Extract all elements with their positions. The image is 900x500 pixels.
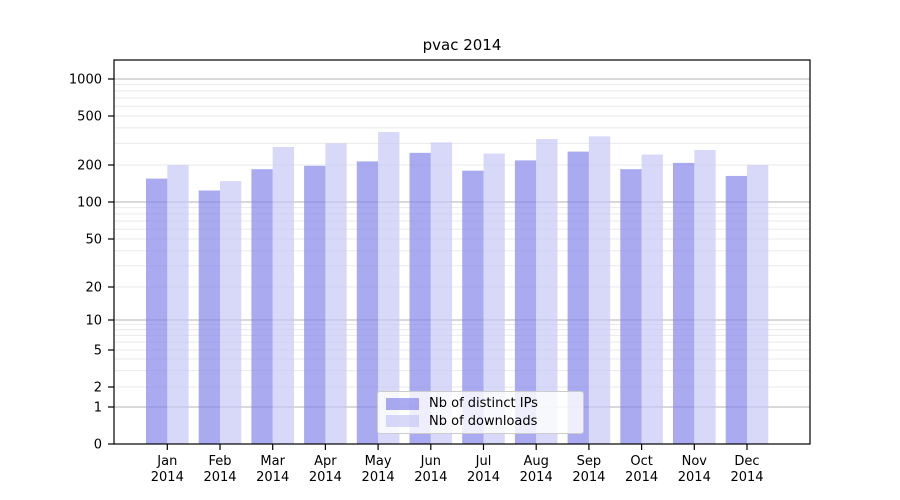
y-tick-label: 5 xyxy=(94,344,102,359)
y-tick-label: 0 xyxy=(94,438,102,453)
bar-downloads xyxy=(641,154,663,445)
bar-distinct-ips xyxy=(673,162,695,444)
bar-downloads xyxy=(536,139,558,445)
y-tick-label: 200 xyxy=(77,159,102,174)
x-tick-label-year: 2014 xyxy=(309,470,342,485)
x-tick-label-year: 2014 xyxy=(362,470,395,485)
x-tick-label-month: Oct xyxy=(630,454,652,469)
x-tick-label-month: Mar xyxy=(260,454,285,469)
bar-distinct-ips xyxy=(251,169,273,444)
x-tick-label-year: 2014 xyxy=(151,470,184,485)
bar-downloads xyxy=(747,165,769,444)
bar-distinct-ips xyxy=(146,178,168,444)
x-tick-label-year: 2014 xyxy=(520,470,553,485)
y-tick-label: 2 xyxy=(94,381,102,396)
y-tick-label: 50 xyxy=(85,233,102,248)
bar-distinct-ips xyxy=(620,169,642,444)
bar-downloads xyxy=(483,153,505,445)
x-tick-label-month: Jan xyxy=(156,454,177,469)
y-tick-label: 1 xyxy=(94,401,102,416)
legend-swatch-downloads xyxy=(386,415,419,428)
bar-downloads xyxy=(694,149,716,444)
bar-downloads xyxy=(167,165,189,444)
y-tick-label: 500 xyxy=(77,110,102,125)
x-tick-label-month: Dec xyxy=(734,454,759,469)
bar-downloads xyxy=(378,132,400,444)
legend: Nb of distinct IPs Nb of downloads xyxy=(377,391,584,434)
legend-label-downloads: Nb of downloads xyxy=(429,413,538,429)
x-tick-label-year: 2014 xyxy=(625,470,658,485)
x-tick-label-month: Feb xyxy=(208,454,231,469)
bar-downloads xyxy=(272,147,294,444)
x-tick-label-year: 2014 xyxy=(203,470,236,485)
x-tick-label-year: 2014 xyxy=(256,470,289,485)
x-tick-label-year: 2014 xyxy=(414,470,447,485)
legend-swatch-distinct-ips xyxy=(386,397,419,410)
x-tick-label-year: 2014 xyxy=(678,470,711,485)
bar-distinct-ips xyxy=(198,190,220,444)
x-tick-label-month: Jun xyxy=(420,454,441,469)
bar-downloads xyxy=(325,143,347,445)
bar-distinct-ips xyxy=(567,151,589,444)
y-tick-label: 20 xyxy=(85,281,102,296)
x-tick-label-month: Sep xyxy=(577,454,602,469)
bar-distinct-ips xyxy=(356,161,379,445)
bar-distinct-ips xyxy=(514,160,537,444)
chart-title: pvac 2014 xyxy=(422,36,502,54)
x-tick-label-month: Nov xyxy=(682,454,708,469)
bar-distinct-ips xyxy=(462,170,484,444)
x-tick-label-year: 2014 xyxy=(467,470,500,485)
bar-downloads xyxy=(588,136,611,444)
bar-distinct-ips xyxy=(409,152,431,445)
x-tick-label-month: Aug xyxy=(524,454,549,469)
x-tick-label-month: Jul xyxy=(475,454,492,469)
legend-item-downloads: Nb of downloads xyxy=(386,413,575,430)
x-tick-label-month: May xyxy=(365,454,392,469)
bar-distinct-ips xyxy=(725,175,747,444)
x-tick-label-year: 2014 xyxy=(730,470,763,485)
x-tick-label-month: Apr xyxy=(314,454,337,469)
plot-frame xyxy=(113,59,811,445)
x-tick-label-year: 2014 xyxy=(572,470,605,485)
y-tick-label: 1000 xyxy=(69,73,102,88)
bar-downloads xyxy=(220,181,242,444)
bar-downloads xyxy=(430,142,453,444)
legend-label-distinct-ips: Nb of distinct IPs xyxy=(429,396,538,412)
legend-item-distinct-ips: Nb of distinct IPs xyxy=(386,395,575,412)
bar-distinct-ips xyxy=(304,165,326,444)
y-tick-label: 10 xyxy=(85,314,102,329)
y-tick-label: 100 xyxy=(77,196,102,211)
